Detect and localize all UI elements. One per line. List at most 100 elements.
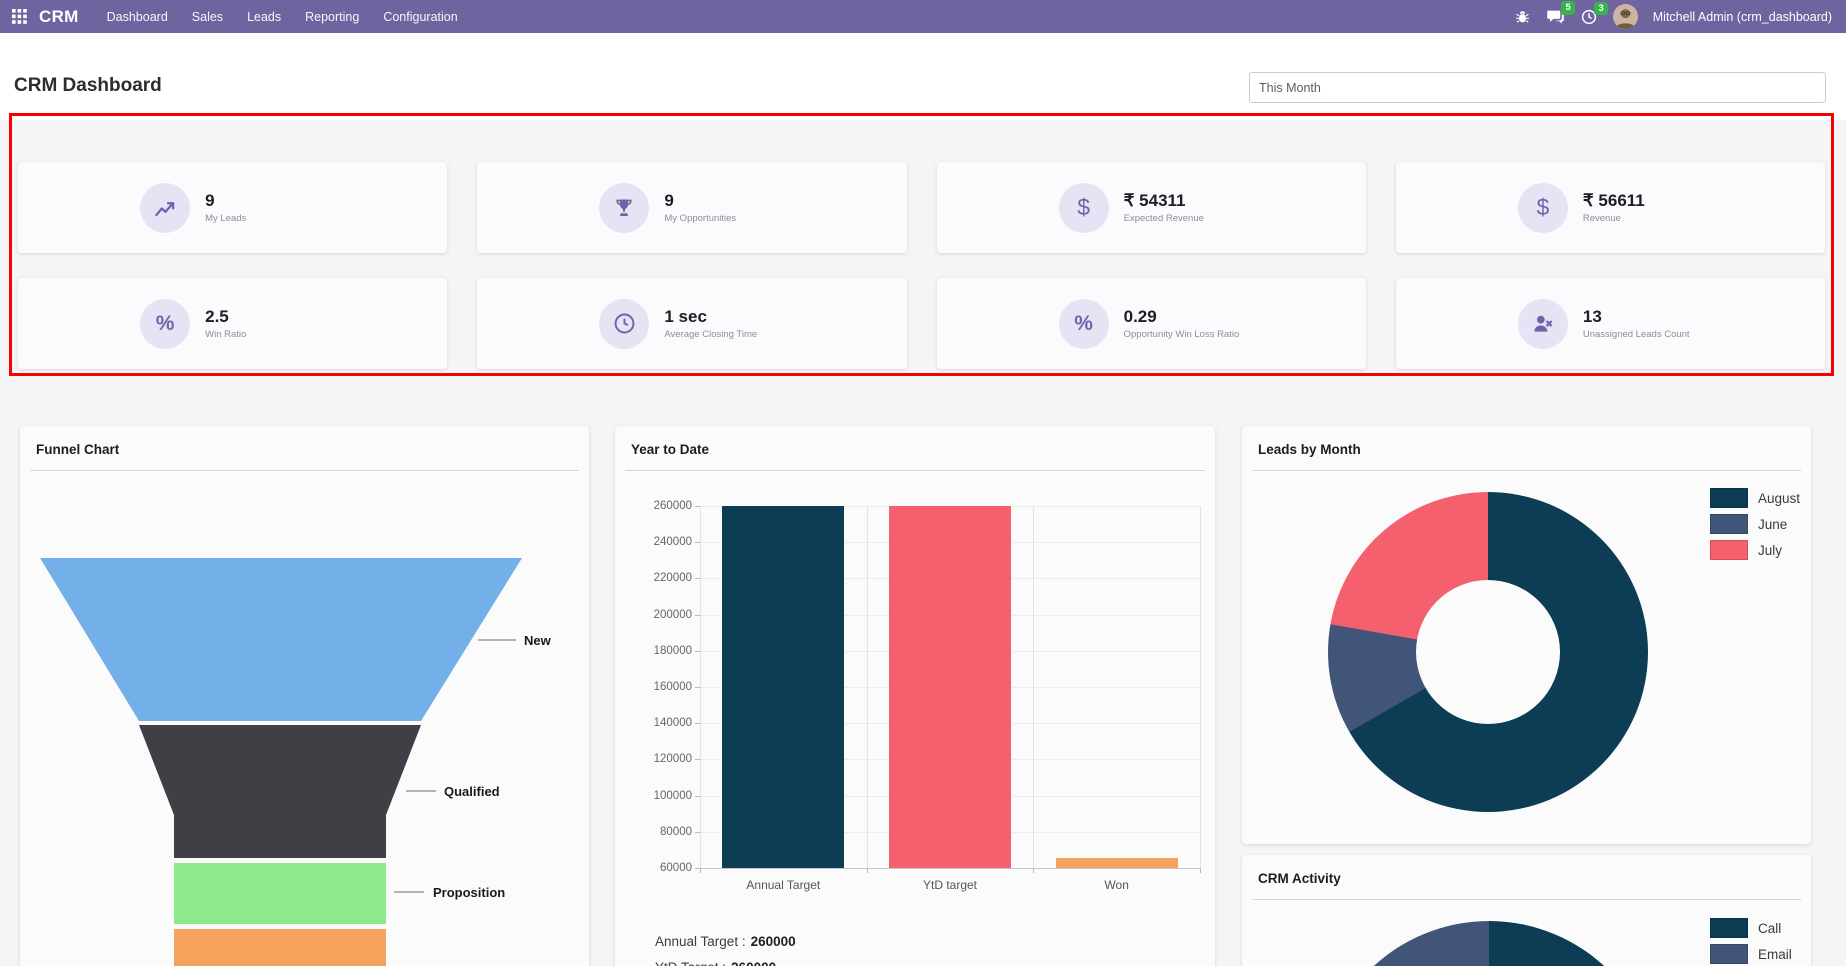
funnel-label-qualified: Qualified <box>444 784 500 799</box>
funnel-chart: New Qualified Proposition <box>40 558 552 966</box>
axis-tick <box>695 542 700 544</box>
y-axis-label: 120000 <box>653 753 692 766</box>
axis-tick <box>1033 868 1035 873</box>
nav-item-reporting[interactable]: Reporting <box>305 9 360 24</box>
crm-activity-legend: Call Email <box>1710 918 1792 964</box>
kpi-label: My Opportunities <box>664 213 737 225</box>
kpi-card-unassigned-leads-count[interactable]: 13 Unassigned Leads Count <box>1395 278 1825 369</box>
kpi-value: 1 sec <box>664 306 707 326</box>
leads-by-month-donut[interactable] <box>1328 492 1648 812</box>
card-divider <box>625 470 1205 471</box>
kpi-card-average-closing-time[interactable]: 1 sec Average Closing Time <box>477 278 907 369</box>
kpi-label: My Leads <box>205 213 247 225</box>
annual-target-footer: Annual Target : 260000 <box>655 934 796 949</box>
ytd-target-footer-value: 260000 <box>731 960 776 966</box>
y-axis-label: 220000 <box>653 572 692 585</box>
nav-item-sales[interactable]: Sales <box>191 9 224 24</box>
kpi-value: ₹ 54311 <box>1123 190 1186 210</box>
legend-label: Email <box>1758 946 1792 962</box>
gridline-x <box>866 506 868 868</box>
legend-item-july[interactable]: July <box>1710 540 1800 560</box>
legend-label: August <box>1758 490 1801 506</box>
y-axis-label: 260000 <box>653 500 692 512</box>
kpi-card-win-ratio[interactable]: % 2.5 Win Ratio <box>18 278 448 369</box>
year-to-date-title: Year to Date <box>631 442 710 457</box>
axis-tick <box>695 868 700 869</box>
axis-tick <box>695 650 700 652</box>
y-axis-label: 60000 <box>660 862 692 874</box>
kpi-card-my-opportunities[interactable]: 9 My Opportunities <box>477 162 907 253</box>
legend-swatch-email <box>1710 944 1748 964</box>
legend-swatch-june <box>1710 514 1748 534</box>
activities-clock-icon[interactable]: 3 <box>1580 1 1608 26</box>
kpi-text: ₹ 56611 Revenue <box>1583 191 1703 225</box>
debug-bug-icon[interactable] <box>1514 8 1531 25</box>
app-brand[interactable]: CRM <box>39 6 79 26</box>
funnel-chart-card: Funnel Chart New Qualified Proposition <box>20 426 589 966</box>
kpi-text: 0.29 Opportunity Win Loss Ratio <box>1124 307 1244 341</box>
x-axis-label-won: Won <box>1104 878 1129 892</box>
ytd-target-footer: YtD Target : 260000 <box>655 960 776 966</box>
line-chart-icon <box>140 182 191 233</box>
kpi-label: Average Closing Time <box>664 329 758 341</box>
period-filter-select[interactable]: This Month <box>1249 72 1826 103</box>
leads-by-month-card: Leads by Month August June July <box>1242 426 1811 844</box>
axis-tick <box>695 578 700 580</box>
bar-won[interactable] <box>1055 858 1178 868</box>
bar-ytd-target[interactable] <box>889 506 1011 868</box>
legend-item-june[interactable]: June <box>1710 514 1800 534</box>
funnel-chart-title: Funnel Chart <box>36 442 120 457</box>
kpi-card-my-leads[interactable]: 9 My Leads <box>18 162 448 253</box>
kpi-text: 9 My Opportunities <box>664 191 784 225</box>
percent-icon: % <box>140 298 191 349</box>
percent-icon: % <box>1058 298 1109 349</box>
messages-icon[interactable]: 5 <box>1546 1 1575 26</box>
page-title: CRM Dashboard <box>14 75 162 96</box>
kpi-card-expected-revenue[interactable]: $ ₹ 54311 Expected Revenue <box>936 162 1366 253</box>
kpi-text: ₹ 54311 Expected Revenue <box>1124 191 1244 225</box>
funnel-segment-qualified[interactable] <box>139 725 421 858</box>
axis-tick <box>695 506 700 507</box>
nav-item-dashboard[interactable]: Dashboard <box>106 9 168 24</box>
nav-item-configuration[interactable]: Configuration <box>383 9 458 24</box>
gridline-x <box>700 506 701 868</box>
kpi-card-revenue[interactable]: $ ₹ 56611 Revenue <box>1395 162 1825 253</box>
card-divider <box>1252 470 1801 471</box>
legend-item-call[interactable]: Call <box>1710 918 1792 938</box>
dollar-icon: $ <box>1517 182 1568 233</box>
funnel-segment-stage-4[interactable] <box>174 929 386 966</box>
legend-item-august[interactable]: August <box>1710 488 1800 508</box>
funnel-segment-new[interactable] <box>40 558 522 721</box>
trophy-icon <box>599 182 650 233</box>
user-x-icon <box>1517 298 1568 349</box>
kpi-label: Expected Revenue <box>1123 213 1204 225</box>
leads-by-month-title: Leads by Month <box>1258 442 1361 457</box>
kpi-label: Opportunity Win Loss Ratio <box>1123 329 1240 341</box>
nav-item-leads[interactable]: Leads <box>247 9 282 24</box>
legend-item-email[interactable]: Email <box>1710 944 1792 964</box>
annual-target-footer-label: Annual Target : <box>655 934 746 949</box>
y-axis-label: 180000 <box>653 644 692 657</box>
year-to-date-card: Year to Date Annual Target : 260000 YtD T… <box>615 426 1215 966</box>
activities-badge: 3 <box>1594 1 1608 15</box>
gridline-y-60000 <box>700 868 1200 869</box>
y-axis-label: 140000 <box>653 717 692 730</box>
user-avatar[interactable] <box>1612 4 1638 29</box>
crm-activity-pie[interactable] <box>1319 921 1659 966</box>
bar-annual-target[interactable] <box>722 506 845 868</box>
apps-grid-icon[interactable] <box>12 9 27 24</box>
user-menu[interactable]: Mitchell Admin (crm_dashboard) <box>1652 9 1832 24</box>
funnel-segment-proposition[interactable] <box>174 863 386 924</box>
kpi-text: 2.5 Win Ratio <box>205 307 325 341</box>
funnel-label-proposition: Proposition <box>433 885 505 900</box>
y-axis-label: 200000 <box>653 608 692 621</box>
axis-tick <box>1200 868 1201 873</box>
axis-tick <box>695 614 700 616</box>
kpi-text: 1 sec Average Closing Time <box>664 307 784 341</box>
axis-tick <box>700 868 701 873</box>
kpi-card-opportunity-win-loss-ratio[interactable]: % 0.29 Opportunity Win Loss Ratio <box>936 278 1366 369</box>
axis-tick <box>695 723 700 725</box>
y-axis-label: 80000 <box>660 825 692 838</box>
legend-swatch-july <box>1710 540 1748 560</box>
messages-badge: 5 <box>1561 1 1575 15</box>
